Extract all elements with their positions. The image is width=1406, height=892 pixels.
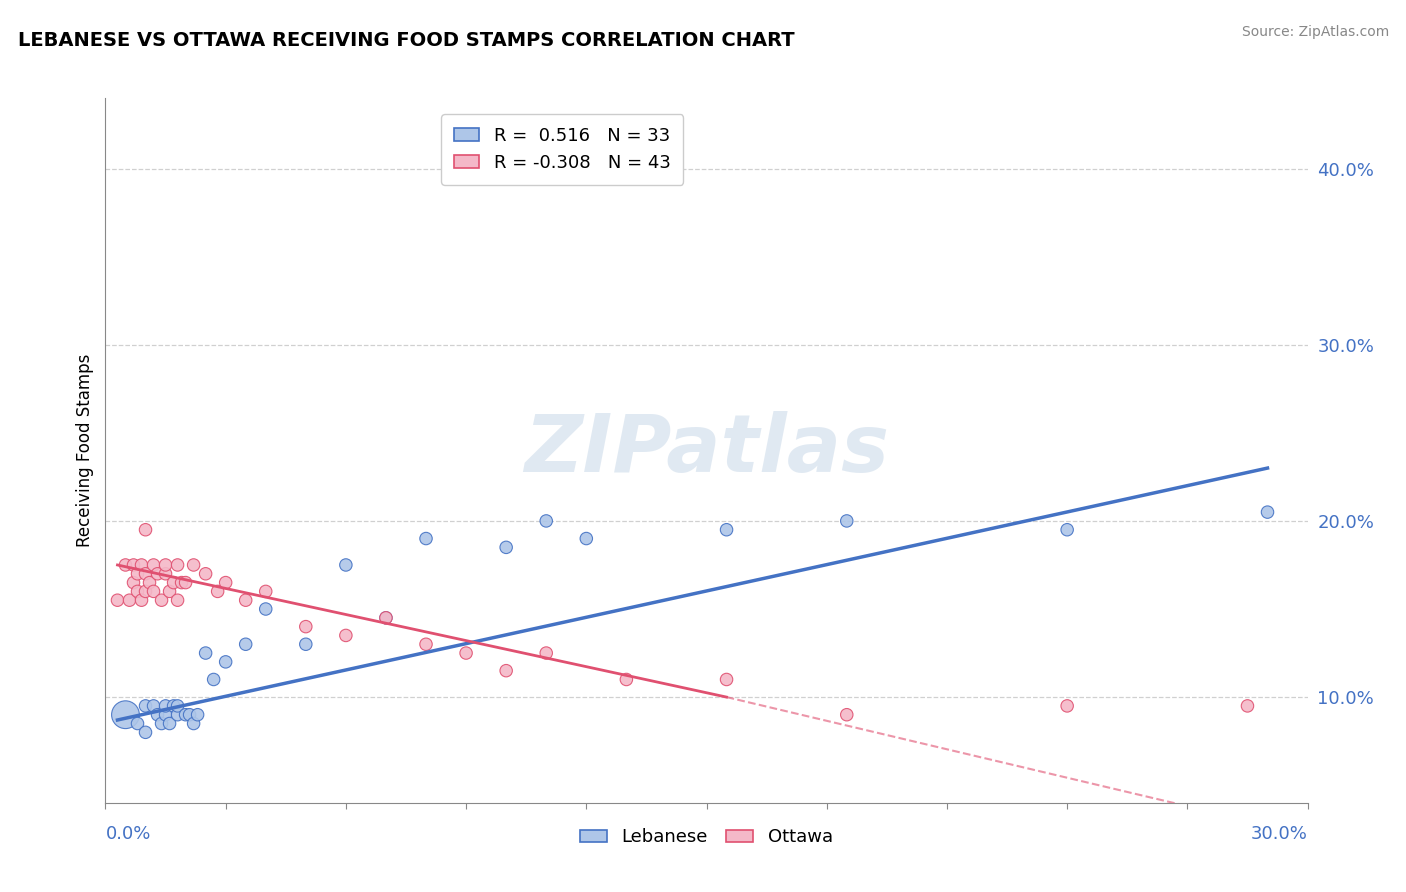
Point (162, 575, 184, 590)
Point (166, 698, 188, 713)
Point (142, 558, 165, 572)
Point (254, 584, 277, 599)
Point (575, 532, 598, 546)
Point (335, 628, 357, 642)
Point (135, 725, 157, 739)
Point (835, 707, 858, 722)
Point (155, 558, 177, 572)
Point (295, 619, 318, 633)
Point (162, 698, 184, 713)
Point (135, 523, 157, 537)
Point (534, 514, 557, 528)
Point (194, 646, 217, 660)
Point (118, 593, 141, 607)
Point (155, 707, 177, 722)
Text: 30.0%: 30.0% (1251, 825, 1308, 843)
Point (135, 566, 157, 581)
Text: LEBANESE VS OTTAWA RECEIVING FOOD STAMPS CORRELATION CHART: LEBANESE VS OTTAWA RECEIVING FOOD STAMPS… (18, 31, 794, 50)
Point (114, 707, 136, 722)
Point (214, 655, 236, 669)
Point (183, 558, 205, 572)
Point (214, 575, 236, 590)
Point (335, 558, 357, 572)
Point (454, 646, 477, 660)
Point (166, 593, 188, 607)
Point (127, 566, 149, 581)
Point (716, 523, 738, 537)
Point (114, 558, 136, 572)
Point (174, 575, 197, 590)
Point (716, 673, 738, 687)
Point (122, 558, 145, 572)
Point (135, 698, 157, 713)
Point (495, 664, 517, 678)
Point (159, 716, 181, 731)
Text: 0.0%: 0.0% (105, 825, 150, 843)
Point (155, 698, 177, 713)
Text: ZIPatlas: ZIPatlas (524, 411, 889, 490)
Point (1056, 698, 1078, 713)
Point (142, 584, 165, 599)
Point (146, 707, 169, 722)
Point (150, 716, 173, 731)
Point (1236, 698, 1258, 713)
Text: Source: ZipAtlas.com: Source: ZipAtlas.com (1241, 25, 1389, 39)
Point (1257, 505, 1279, 519)
Point (1056, 523, 1078, 537)
Point (170, 575, 193, 590)
Point (122, 575, 145, 590)
Point (295, 637, 318, 651)
Point (155, 566, 177, 581)
Point (235, 637, 257, 651)
Point (183, 716, 205, 731)
Y-axis label: Receiving Food Stamps: Receiving Food Stamps (76, 354, 94, 547)
Point (174, 707, 197, 722)
Point (415, 637, 437, 651)
Point (194, 566, 217, 581)
Point (835, 514, 858, 528)
Point (254, 602, 277, 616)
Point (135, 584, 157, 599)
Point (616, 673, 638, 687)
Point (374, 611, 398, 625)
Point (107, 593, 129, 607)
Point (138, 575, 160, 590)
Point (207, 584, 229, 599)
Point (415, 532, 437, 546)
Point (495, 541, 517, 555)
Point (235, 593, 257, 607)
Point (127, 716, 149, 731)
Point (131, 593, 153, 607)
Point (374, 611, 398, 625)
Point (159, 584, 181, 599)
Point (127, 584, 149, 599)
Point (142, 698, 165, 713)
Point (187, 707, 209, 722)
Point (202, 673, 225, 687)
Point (166, 707, 188, 722)
Point (150, 593, 173, 607)
Point (179, 707, 201, 722)
Legend: Lebanese, Ottawa: Lebanese, Ottawa (574, 822, 839, 854)
Point (534, 646, 557, 660)
Point (166, 558, 188, 572)
Point (146, 566, 169, 581)
Point (131, 558, 153, 572)
